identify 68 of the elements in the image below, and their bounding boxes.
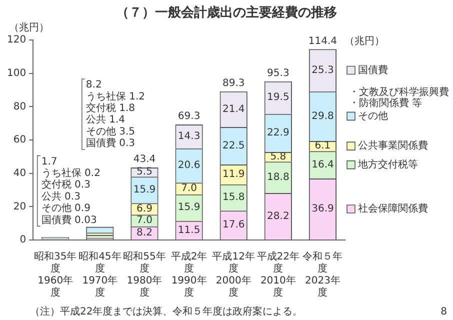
text: 8 [440, 306, 447, 318]
legend-label: 地方交付税等 [357, 158, 418, 170]
y-tick-label: 100 [6, 68, 26, 79]
data-label: 5.8 [270, 151, 286, 162]
annotation: 国債費 0.03 [41, 214, 97, 226]
annotation: 国債費 0.3 [86, 137, 136, 150]
data-label: 25.3 [312, 64, 334, 76]
data-label: 19.5 [267, 92, 290, 104]
data-label: 18.8 [267, 172, 290, 183]
y-tick-label: 20 [13, 201, 26, 212]
annotation: 公共 1.4 [86, 114, 126, 126]
data-label: 7.0 [136, 215, 152, 226]
annotation: 公共 0.3 [41, 190, 80, 202]
x-tick-label: 平成22年度 2010年度 [256, 250, 300, 299]
text: （注）平成22年度までは決算、令和５年度は政府案による。 [30, 306, 303, 318]
x-tick-label: 昭和55年度 1980年度 [123, 250, 166, 299]
total-label: 95.3 [267, 68, 290, 79]
total-label: 89.3 [222, 78, 245, 89]
data-label: 22.9 [267, 128, 290, 139]
y-tick-label: 0 [20, 234, 26, 246]
y-tick-label: 80 [13, 101, 26, 112]
data-label: 14.3 [178, 131, 200, 142]
x-tick-label: 昭和35年度 1960年度 [34, 250, 77, 299]
data-label: 15.8 [222, 192, 245, 204]
data-label: 15.9 [133, 184, 156, 196]
data-label: 16.4 [312, 159, 334, 170]
data-label: 6.1 [314, 140, 331, 152]
annotation: その他 0.9 [41, 202, 90, 214]
data-label: 20.6 [178, 160, 200, 172]
annotation: 8.2 [86, 80, 102, 91]
text: ・防衛関係費 等 [349, 96, 422, 109]
data-label: 29.8 [312, 110, 334, 122]
data-label: 15.9 [178, 202, 200, 214]
x-tick-label: 昭和45年度 1970年度 [78, 250, 122, 299]
data-label: 7.0 [181, 183, 197, 194]
data-label: 17.6 [222, 220, 245, 231]
data-label: 5.5 [136, 166, 152, 178]
total-label: 43.4 [133, 154, 156, 166]
annotation: 1.7 [41, 156, 58, 168]
x-tick-label: 平成2年度 1990年度 [170, 250, 208, 299]
legend-label: 社会保障関係費 [358, 202, 428, 215]
total-label: 114.4 [308, 36, 338, 47]
data-label: 11.5 [178, 224, 200, 236]
data-label: 21.4 [222, 104, 245, 115]
legend-label: 国債費 [358, 64, 388, 76]
x-tick-label: 平成12年度 2000年度 [212, 250, 255, 299]
data-label: 6.9 [136, 204, 152, 215]
legend-label: その他 [358, 110, 388, 122]
y-axis-title: （兆円） [9, 22, 50, 34]
annotation: （兆円） [344, 34, 385, 47]
y-tick-label: 40 [13, 168, 26, 179]
annotation: うち社保 0.2 [41, 166, 100, 179]
data-label: 8.2 [136, 228, 152, 239]
data-label: 22.5 [222, 140, 245, 152]
text: ・文教及び科学振興費 [349, 86, 449, 98]
x-tick-label: 令和５年度 2023年度 [302, 250, 343, 299]
data-label: 36.9 [312, 204, 334, 215]
y-tick-label: 120 [6, 34, 26, 46]
annotation: うち社保 1.2 [86, 90, 146, 102]
legend-label: 公共事業関係費 [358, 140, 428, 152]
annotation: その他 3.5 [86, 125, 136, 138]
annotation: 交付税 0.3 [41, 178, 90, 191]
data-label: 28.2 [267, 210, 290, 222]
chart-title: （７）一般会計歳出の主要経費の推移 [116, 4, 337, 20]
y-tick-label: 60 [13, 134, 26, 146]
total-label: 69.3 [178, 111, 200, 122]
data-label: 11.9 [222, 169, 245, 180]
annotation: 交付税 1.8 [86, 102, 136, 114]
